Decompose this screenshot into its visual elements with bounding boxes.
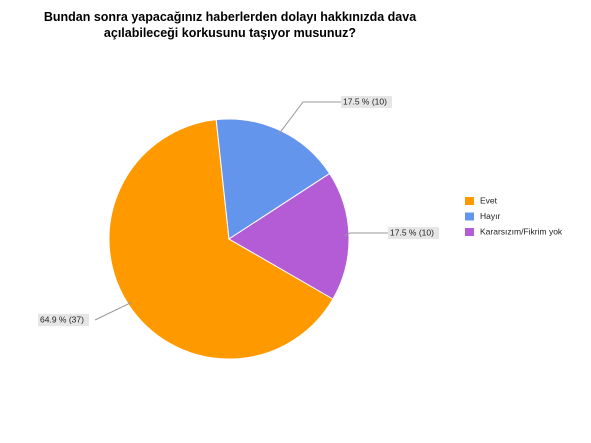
data-label: 17.5 % (10)	[343, 96, 387, 106]
data-label: 64.9 % (37)	[40, 314, 84, 324]
legend-swatch	[465, 212, 474, 221]
chart-title: Bundan sonra yapacağınız haberlerden dol…	[43, 10, 417, 40]
pie-slice	[215, 118, 331, 240]
legend-label: Hayır	[480, 211, 500, 221]
pie-slice	[228, 172, 350, 300]
pie-slice	[108, 119, 334, 360]
label-leader	[278, 101, 343, 135]
legend-label: Evet	[480, 195, 498, 205]
label-leader	[94, 301, 133, 321]
legend-swatch	[465, 228, 474, 236]
legend-label: Kararsızım/Fikrim yok	[480, 226, 563, 236]
label-box	[388, 227, 439, 239]
label-leader	[344, 232, 390, 237]
label-box	[341, 96, 392, 108]
legend-swatch	[465, 197, 474, 205]
data-label: 17.5 % (10)	[390, 227, 434, 237]
label-box	[38, 314, 89, 326]
